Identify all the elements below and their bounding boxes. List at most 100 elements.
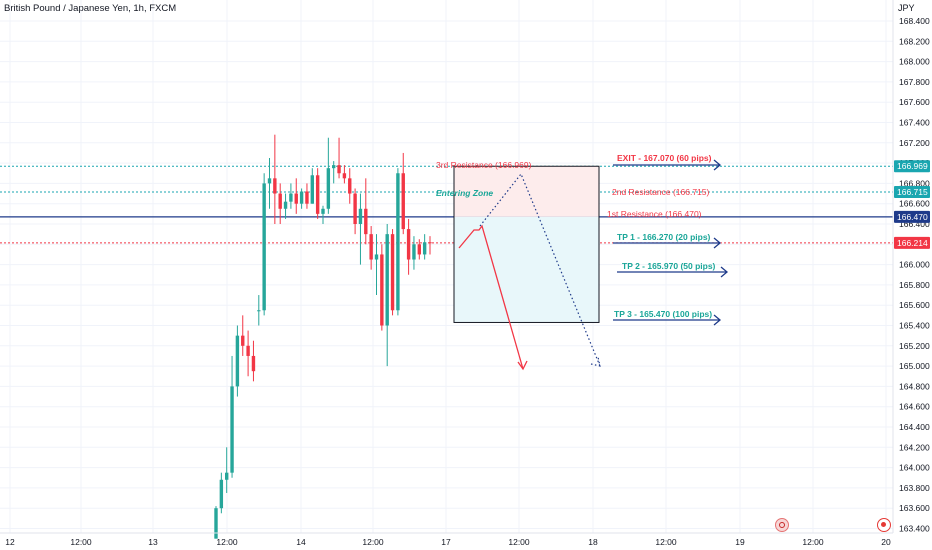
projected-path	[479, 172, 601, 367]
candle-body	[364, 208, 368, 235]
record-icon[interactable]	[877, 518, 891, 532]
price-tag-label: 166.715	[897, 187, 928, 197]
grid-lines	[0, 0, 893, 533]
candle-body	[337, 165, 341, 174]
y-tick-label: 165.200	[899, 341, 930, 351]
y-tick-label: 168.200	[899, 36, 930, 46]
y-tick-label: 163.600	[899, 503, 930, 513]
x-tick-label: 13	[148, 537, 158, 547]
symbol-title: British Pound / Japanese Yen, 1h, FXCM	[4, 3, 177, 14]
candle-body	[305, 191, 309, 204]
second-resistance-label: 2nd Resistance (166.715)	[612, 187, 710, 197]
candle-body	[321, 208, 325, 214]
candle-body	[358, 208, 363, 224]
price-tag	[894, 210, 930, 223]
level-lines	[0, 165, 893, 244]
candle-body	[230, 386, 234, 473]
annotation-labels: 3rd Resistance (166.969) 2nd Resistance (…	[436, 153, 729, 326]
candle-body	[369, 234, 373, 260]
x-tick-label: 12:00	[655, 537, 677, 547]
tp1-arrow-head	[713, 237, 722, 249]
tp2-label: TP 2 - 165.970 (50 pips)	[622, 261, 716, 271]
y-tick-label: 168.400	[899, 16, 930, 26]
candle-body	[396, 173, 400, 311]
y-tick-label: 163.400	[899, 524, 930, 534]
projected-path-head	[590, 356, 601, 367]
tp3-label: TP 3 - 165.470 (100 pips)	[614, 309, 712, 319]
tp3-arrow-head	[713, 314, 722, 326]
x-tick-label: 18	[588, 537, 598, 547]
y-tick-label: 167.400	[899, 118, 930, 128]
candle-body	[417, 244, 421, 255]
y-tick-label: 165.000	[899, 361, 930, 371]
y-tick-label: 164.000	[899, 463, 930, 473]
candle-body	[348, 178, 352, 194]
candle-body	[406, 229, 411, 260]
candle-body	[401, 173, 405, 230]
trade-box-border	[453, 165, 600, 323]
tp1-label: TP 1 - 166.270 (20 pips)	[617, 232, 711, 242]
candle-body	[326, 168, 331, 209]
candle-body	[241, 335, 245, 346]
price-tag-label: 166.470	[897, 212, 928, 222]
x-tick-label: 12	[5, 537, 15, 547]
price-tag	[894, 186, 930, 199]
candle-body	[385, 234, 389, 326]
candle-body	[428, 242, 432, 244]
candle-body	[219, 479, 224, 509]
x-tick-label: 12:00	[802, 537, 824, 547]
entering-zone-label: Entering Zone	[436, 188, 493, 198]
x-tick-label: 12:00	[362, 537, 384, 547]
y-tick-label: 166.800	[899, 178, 930, 188]
candle-body	[299, 191, 304, 204]
entering-zone-box	[454, 166, 599, 217]
candle-body	[278, 193, 282, 209]
y-tick-label: 165.600	[899, 300, 930, 310]
third-resistance-label: 3rd Resistance (166.969)	[436, 160, 532, 170]
first-resistance-label: 1st Resistance (166.470)	[607, 209, 702, 219]
down-arrow-solid	[458, 224, 524, 370]
trade-zones	[453, 165, 600, 323]
candle-body	[422, 242, 427, 255]
y-tick-label: 165.800	[899, 280, 930, 290]
x-tick-label: 12:00	[508, 537, 530, 547]
price-tag-label: 166.214	[897, 238, 928, 248]
projection-arrows	[458, 172, 601, 371]
price-tag	[894, 160, 930, 173]
y-tick-label: 167.600	[899, 97, 930, 107]
candle-body	[310, 175, 314, 204]
candle-body	[315, 175, 320, 214]
candle-body	[289, 193, 293, 202]
down-arrow-head	[517, 360, 528, 371]
x-tick-label: 12:00	[216, 537, 238, 547]
tp2-arrow-head	[720, 266, 729, 278]
time-axis[interactable]: 12 12:00 13 12:00 14 12:00 17 12:00 18 12:00 19 12:…	[0, 532, 893, 547]
y-tick-label: 166.600	[899, 199, 930, 209]
candles	[214, 134, 432, 539]
candle-body	[294, 193, 298, 204]
y-tick-label: 164.600	[899, 402, 930, 412]
candle-body	[374, 254, 379, 260]
candle-body	[353, 193, 357, 224]
alert-icon[interactable]	[775, 518, 789, 532]
candle-body	[214, 508, 218, 539]
candle-body	[225, 472, 229, 480]
x-tick-label: 19	[735, 537, 745, 547]
exit-arrow-head	[713, 159, 722, 171]
candle-body	[390, 234, 395, 311]
candle-body	[332, 165, 336, 169]
candle-body	[267, 178, 272, 184]
x-tick-label: 17	[441, 537, 451, 547]
price-axis[interactable]: 163.400 163.600 163.800 164.000 164.200 164.4…	[892, 0, 930, 534]
y-tick-label: 165.400	[899, 321, 930, 331]
y-tick-label: 163.800	[899, 483, 930, 493]
y-tick-label: 167.200	[899, 138, 930, 148]
y-tick-label: 164.400	[899, 422, 930, 432]
candle-body	[257, 310, 261, 312]
target-zone-box	[454, 216, 599, 323]
x-tick-label: 12:00	[70, 537, 92, 547]
y-tick-label: 164.200	[899, 442, 930, 452]
y-tick-label: 166.400	[899, 219, 930, 229]
currency-label: JPY	[898, 3, 915, 13]
